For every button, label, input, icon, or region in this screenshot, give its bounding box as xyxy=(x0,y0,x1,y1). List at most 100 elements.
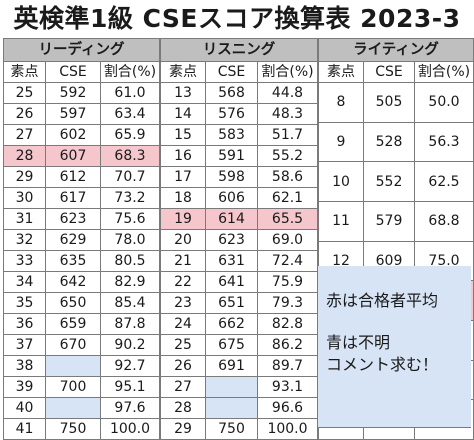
listening-section-header: リスニング xyxy=(160,38,318,62)
listening-cse-cell: 750 xyxy=(205,418,258,440)
listening-cse-cell: 568 xyxy=(205,82,258,104)
reading-score-cell: 26 xyxy=(3,103,46,125)
listening-cse-cell: 662 xyxy=(205,313,258,335)
reading-ratio-cell: 61.0 xyxy=(100,82,160,104)
reading-ratio-cell: 85.4 xyxy=(100,292,160,314)
listening-cse-cell: 598 xyxy=(205,166,258,188)
listening-cse-cell: 583 xyxy=(205,124,258,146)
listening-ratio-cell: 82.8 xyxy=(257,313,318,335)
writing-score-cell: 11 xyxy=(318,200,364,242)
table-row: 26 597 63.4 xyxy=(3,103,160,125)
listening-ratio-cell: 58.6 xyxy=(257,166,318,188)
reading-cse-cell: 642 xyxy=(45,271,101,293)
listening-ratio-cell: 86.2 xyxy=(257,334,318,356)
col-header-ratio: 割合(%) xyxy=(257,61,318,83)
table-row: 25 675 86.2 xyxy=(160,334,318,356)
table-row: 29 612 70.7 xyxy=(3,166,160,188)
reading-score-cell: 35 xyxy=(3,292,46,314)
listening-cse-cell: 631 xyxy=(205,250,258,272)
note-request-comment: コメント求む！ xyxy=(326,355,439,374)
reading-ratio-cell: 63.4 xyxy=(100,103,160,125)
listening-score-cell: 23 xyxy=(160,292,206,314)
col-header-score: 素点 xyxy=(3,61,46,83)
listening-ratio-cell: 65.5 xyxy=(257,208,318,230)
reading-ratio-cell: 92.7 xyxy=(100,355,160,377)
reading-score-cell: 30 xyxy=(3,187,46,209)
reading-score-cell: 37 xyxy=(3,334,46,356)
reading-cse-cell: 700 xyxy=(45,376,101,398)
listening-score-cell: 17 xyxy=(160,166,206,188)
listening-score-cell: 16 xyxy=(160,145,206,167)
table-row: 17 598 58.6 xyxy=(160,166,318,188)
table-row: 35 650 85.4 xyxy=(3,292,160,314)
writing-score-cell: 10 xyxy=(318,161,364,202)
listening-cse-cell: 651 xyxy=(205,292,258,314)
reading-ratio-cell: 68.3 xyxy=(100,145,160,167)
table-row: 13 568 44.8 xyxy=(160,82,318,104)
table-row: 11 579 68.8 xyxy=(318,200,474,242)
reading-cse-cell: 659 xyxy=(45,313,101,335)
reading-cse-cell xyxy=(45,355,101,377)
table-row: 19 614 65.5 xyxy=(160,208,318,230)
listening-score-cell: 24 xyxy=(160,313,206,335)
writing-section-header: ライティング xyxy=(317,38,474,62)
listening-score-cell: 15 xyxy=(160,124,206,146)
reading-score-cell: 36 xyxy=(3,313,46,335)
table-row: 9 528 56.3 xyxy=(318,121,474,163)
table-row: 28 96.6 xyxy=(160,397,318,419)
reading-table: リーディング 素点 CSE 割合(%) 25 592 61.0 26 597 63.4 27… xyxy=(3,38,160,440)
table-row: 8 505 50.0 xyxy=(318,82,474,123)
table-row: 34 642 82.9 xyxy=(3,271,160,293)
reading-cse-cell: 617 xyxy=(45,187,101,209)
reading-ratio-cell: 73.2 xyxy=(100,187,160,209)
reading-cse-cell: 650 xyxy=(45,292,101,314)
listening-score-cell: 28 xyxy=(160,397,206,419)
reading-cse-cell: 750 xyxy=(45,418,101,440)
reading-ratio-cell: 95.1 xyxy=(100,376,160,398)
listening-table: リスニング 素点 CSE 割合(%) 13 568 44.8 14 576 48.3 15 5… xyxy=(160,38,318,440)
reading-cse-cell: 607 xyxy=(45,145,101,167)
reading-score-cell: 33 xyxy=(3,250,46,272)
reading-score-cell: 39 xyxy=(3,376,46,398)
writing-cse-cell: 552 xyxy=(363,161,415,202)
table-row: 24 662 82.8 xyxy=(160,313,318,335)
table-row: 27 602 65.9 xyxy=(3,124,160,146)
listening-score-cell: 21 xyxy=(160,250,206,272)
table-row: 10 552 62.5 xyxy=(318,161,474,202)
listening-score-cell: 25 xyxy=(160,334,206,356)
col-header-score: 素点 xyxy=(160,61,206,83)
reading-ratio-cell: 87.8 xyxy=(100,313,160,335)
table-row: 28 607 68.3 xyxy=(3,145,160,167)
listening-cse-cell: 691 xyxy=(205,355,258,377)
writing-score-cell: 9 xyxy=(318,121,364,163)
table-row: 16 591 55.2 xyxy=(160,145,318,167)
reading-ratio-cell: 97.6 xyxy=(100,397,160,419)
reading-ratio-cell: 65.9 xyxy=(100,124,160,146)
listening-score-cell: 26 xyxy=(160,355,206,377)
reading-score-cell: 29 xyxy=(3,166,46,188)
listening-ratio-cell: 96.6 xyxy=(257,397,318,419)
listening-cse-cell: 675 xyxy=(205,334,258,356)
table-row: 31 623 75.6 xyxy=(3,208,160,230)
table-row: 33 635 80.5 xyxy=(3,250,160,272)
listening-score-cell: 18 xyxy=(160,187,206,209)
reading-score-cell: 41 xyxy=(3,418,46,440)
reading-score-cell: 38 xyxy=(3,355,46,377)
reading-ratio-cell: 80.5 xyxy=(100,250,160,272)
table-row: 26 691 89.7 xyxy=(160,355,318,377)
listening-ratio-cell: 72.4 xyxy=(257,250,318,272)
listening-ratio-cell: 79.3 xyxy=(257,292,318,314)
score-conversion-table: 英検準1級 CSEスコア換算表 2023-3 リーディング 素点 CSE 割合(… xyxy=(3,4,474,440)
table-row: 32 629 78.0 xyxy=(3,229,160,251)
listening-score-cell: 19 xyxy=(160,208,206,230)
listening-cse-cell xyxy=(205,397,258,419)
reading-section-header: リーディング xyxy=(3,38,160,62)
writing-ratio-cell: 56.3 xyxy=(413,121,474,163)
listening-cse-cell: 614 xyxy=(205,208,258,230)
reading-cse-cell: 592 xyxy=(45,82,101,104)
writing-ratio-cell: 50.0 xyxy=(413,82,474,123)
listening-ratio-cell: 100.0 xyxy=(257,418,318,440)
reading-score-cell: 27 xyxy=(3,124,46,146)
reading-ratio-cell: 78.0 xyxy=(100,229,160,251)
note-unknown: 青は不明 xyxy=(326,333,391,352)
